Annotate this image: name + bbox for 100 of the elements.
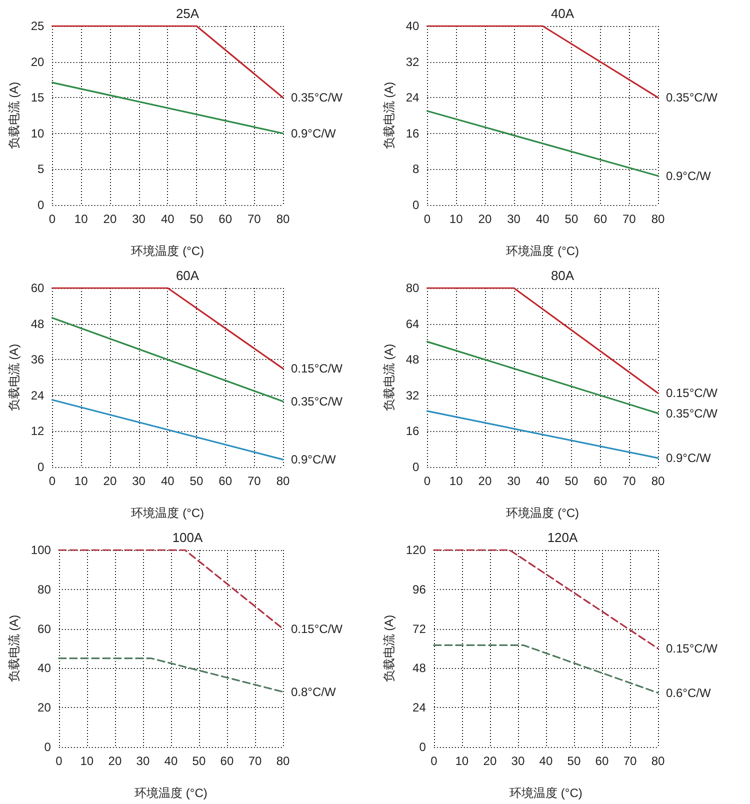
x-tick-label: 50: [564, 212, 578, 226]
x-tick-label: 70: [248, 754, 262, 768]
x-tick-label: 40: [164, 754, 178, 768]
x-tick-label: 70: [247, 212, 262, 226]
y-tick-label: 12: [30, 424, 45, 438]
x-tick-label: 60: [220, 754, 234, 768]
series-label: 0.15°C/W: [666, 386, 718, 400]
x-axis-title: 环境温度 (°C): [510, 786, 582, 800]
x-tick-label: 60: [595, 754, 609, 768]
x-tick-label: 0: [430, 754, 438, 768]
x-axis-title: 环境温度 (°C): [506, 244, 580, 258]
x-tick-label: 30: [511, 754, 525, 768]
y-tick-label: 32: [406, 54, 420, 69]
y-tick-label: 25: [30, 19, 45, 33]
x-tick-label: 20: [478, 474, 492, 488]
x-tick-label: 10: [80, 754, 94, 768]
x-tick-label: 80: [276, 474, 290, 488]
x-tick-label: 20: [483, 754, 497, 768]
x-tick-label: 30: [507, 474, 521, 488]
series-label: 0.9°C/W: [291, 452, 336, 467]
y-tick-label: 0: [412, 198, 420, 212]
x-tick-label: 40: [536, 474, 550, 488]
y-tick-label: 24: [30, 388, 45, 402]
y-tick-label: 60: [30, 281, 45, 295]
x-tick-label: 60: [594, 474, 608, 488]
y-axis-title: 负载电流 (A): [7, 344, 21, 412]
y-tick-label: 0: [412, 460, 420, 474]
y-tick-label: 0: [38, 198, 45, 212]
y-tick-label: 48: [412, 661, 426, 676]
y-tick-label: 8: [412, 162, 420, 176]
series-label: 0.15°C/W: [666, 642, 718, 656]
series-label: 0.9°C/W: [666, 451, 712, 466]
x-tick-label: 80: [276, 212, 290, 226]
x-tick-label: 50: [567, 754, 581, 768]
y-axis-title: 负载电流 (A): [382, 344, 396, 412]
x-tick-label: 40: [536, 212, 550, 226]
series-label: 0.35°C/W: [291, 90, 344, 105]
y-tick-label: 72: [412, 622, 426, 636]
x-tick-label: 70: [622, 212, 636, 226]
x-axis-title: 环境温度 (°C): [506, 506, 580, 520]
series-label: 0.6°C/W: [666, 686, 712, 700]
x-axis-title: 环境温度 (°C): [131, 506, 204, 520]
x-tick-label: 70: [247, 474, 262, 488]
x-tick-label: 40: [160, 212, 175, 226]
x-tick-label: 40: [160, 474, 175, 488]
series-label: 0.9°C/W: [291, 126, 336, 140]
y-axis-title: 负载电流 (A): [7, 82, 21, 150]
y-tick-label: 24: [406, 90, 420, 105]
x-tick-label: 50: [190, 474, 204, 488]
x-tick-label: 10: [449, 212, 464, 226]
chart-title: 100A: [172, 530, 203, 545]
x-tick-label: 70: [622, 474, 636, 488]
y-tick-label: 24: [412, 700, 426, 715]
x-tick-label: 20: [108, 754, 122, 768]
x-tick-label: 30: [136, 754, 150, 768]
series-label: 0.15°C/W: [291, 362, 344, 376]
x-tick-label: 10: [74, 212, 88, 226]
x-tick-label: 60: [218, 474, 232, 488]
x-tick-label: 20: [103, 212, 117, 226]
y-axis-title: 负载电流 (A): [7, 614, 21, 682]
x-tick-label: 60: [594, 212, 608, 226]
y-tick-label: 16: [406, 424, 420, 438]
y-tick-label: 0: [38, 460, 45, 474]
y-tick-label: 48: [30, 316, 45, 331]
x-axis-title: 环境温度 (°C): [131, 244, 204, 258]
chart-title: 40A: [550, 6, 574, 21]
x-tick-label: 30: [507, 212, 521, 226]
x-tick-label: 70: [623, 754, 637, 768]
y-tick-label: 36: [30, 352, 45, 367]
y-tick-label: 48: [406, 352, 420, 367]
x-tick-label: 60: [218, 212, 232, 226]
y-tick-label: 20: [38, 700, 52, 715]
chart-title: 25A: [176, 6, 200, 21]
x-tick-label: 80: [651, 474, 665, 488]
chart-title: 120A: [547, 530, 578, 545]
y-tick-label: 16: [406, 126, 420, 140]
series-label: 0.15°C/W: [291, 622, 344, 636]
y-tick-label: 40: [38, 661, 52, 676]
x-tick-label: 0: [56, 754, 63, 768]
chart-title: 60A: [176, 268, 200, 283]
series-label: 0.35°C/W: [666, 406, 718, 420]
series-label: 0.9°C/W: [666, 168, 712, 183]
y-tick-label: 120: [406, 543, 426, 557]
x-tick-label: 20: [103, 474, 117, 488]
y-tick-label: 100: [30, 543, 52, 557]
x-tick-label: 10: [455, 754, 469, 768]
series-label: 0.35°C/W: [666, 90, 718, 105]
x-tick-label: 10: [449, 474, 464, 488]
chart-title: 80A: [550, 268, 574, 283]
x-tick-label: 80: [651, 754, 665, 768]
y-tick-label: 64: [406, 316, 420, 331]
y-tick-label: 20: [30, 54, 45, 69]
y-tick-label: 60: [38, 622, 52, 636]
y-tick-label: 80: [38, 582, 52, 596]
x-tick-label: 20: [478, 212, 492, 226]
series-label: 0.35°C/W: [291, 394, 344, 408]
x-axis-title: 环境温度 (°C): [134, 786, 208, 800]
series-label: 0.8°C/W: [291, 684, 336, 699]
x-tick-label: 50: [192, 754, 206, 768]
y-axis-title: 负载电流 (A): [382, 82, 396, 150]
